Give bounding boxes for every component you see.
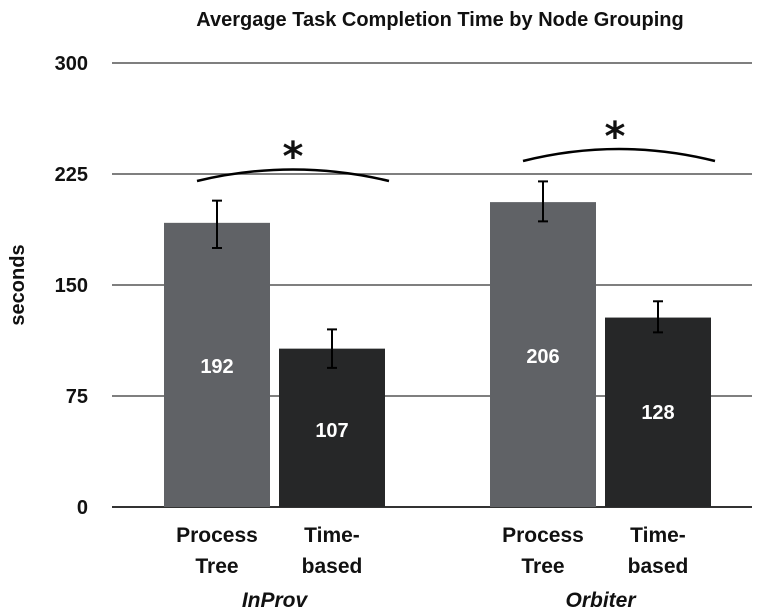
y-tick-labels: 0 75 150 225 300 (55, 53, 88, 519)
bars (164, 202, 711, 507)
category-label-line1: Process (176, 524, 258, 547)
category-label-line1: Time- (630, 524, 686, 547)
significance-bracket (522, 147, 716, 163)
group-label-inprov: InProv (242, 589, 309, 612)
bar-inprov-time-based (279, 348, 385, 507)
category-label-line2: Tree (521, 555, 564, 578)
y-tick-label: 0 (77, 497, 88, 519)
y-axis-label: seconds (7, 244, 29, 325)
bar-orbiter-time-based (605, 317, 711, 507)
data-label: 206 (526, 346, 559, 368)
y-tick-label: 75 (66, 386, 88, 408)
significance-star: * (283, 134, 304, 180)
category-label-line2: based (302, 555, 363, 578)
significance-markers: * * (196, 114, 716, 183)
y-tick-label: 225 (55, 164, 88, 186)
category-label-line2: based (628, 555, 689, 578)
bar-orbiter-process-tree (490, 202, 596, 507)
data-label: 192 (200, 356, 233, 378)
data-label: 107 (315, 420, 348, 442)
chart-title: Avergage Task Completion Time by Node Gr… (196, 9, 683, 31)
y-tick-label: 300 (55, 53, 88, 75)
significance-bracket (196, 168, 390, 183)
data-label: 128 (641, 402, 674, 424)
category-label-line1: Process (502, 524, 584, 547)
error-bars (212, 180, 663, 369)
y-tick-label: 150 (55, 275, 88, 297)
group-label-orbiter: Orbiter (565, 589, 637, 612)
category-labels: Process Tree Time-based InProv Process Tree Ti… (176, 524, 688, 612)
category-label-line1: Time- (304, 524, 360, 547)
category-label-line2: Tree (195, 555, 238, 578)
bar-inprov-process-tree (164, 222, 270, 507)
value-labels: 192 107 206 128 (200, 346, 674, 442)
significance-star: * (605, 114, 626, 160)
